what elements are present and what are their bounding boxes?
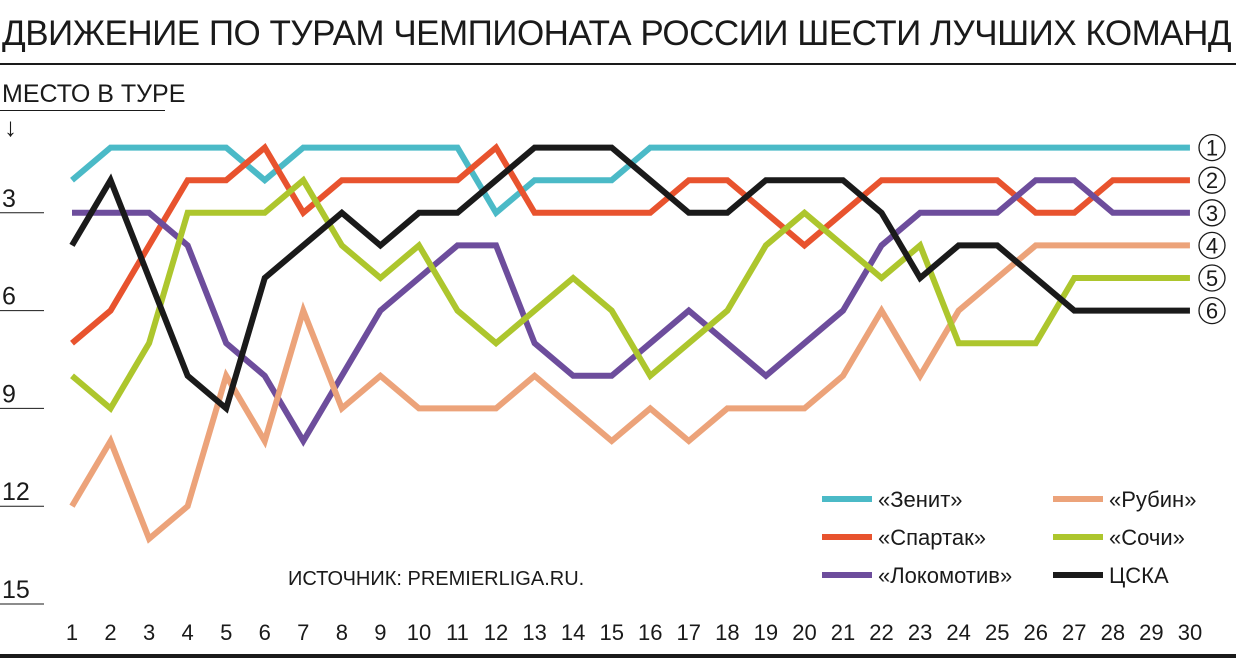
x-tick-label: 14: [561, 620, 585, 645]
x-tick-label: 18: [715, 620, 739, 645]
x-tick-label: 11: [446, 620, 469, 645]
x-tick-label: 1: [66, 620, 78, 645]
y-tick-label: 15: [2, 576, 30, 604]
x-tick-label: 15: [599, 620, 623, 645]
y-axis: 3 6 9 12 15: [0, 185, 44, 605]
y-tick-label: 12: [2, 478, 30, 506]
x-tick-label: 28: [1101, 620, 1125, 645]
x-tick-label: 30: [1178, 620, 1202, 645]
x-tick-label: 9: [374, 620, 386, 645]
down-arrow-icon: ↓: [4, 112, 17, 142]
legend-label: ЦСКА: [1109, 563, 1169, 588]
end-labels: 1 2 3 4 5 6: [1198, 133, 1226, 325]
x-tick-label: 23: [908, 620, 932, 645]
x-axis: 1 2 3 4 5 6 7 8 9 10 11 12 13 14 15 16 17 18 19 20 21 22 23 24 2…: [66, 620, 1202, 645]
end-label: 2: [1206, 168, 1218, 193]
series-lines: [69, 143, 1190, 544]
end-label-circle: [1198, 133, 1226, 162]
x-tick-label: 7: [297, 620, 309, 645]
legend-label: «Рубин»: [1109, 487, 1196, 512]
legend-label: «Зенит»: [878, 487, 963, 512]
x-tick-label: 24: [946, 620, 970, 645]
x-tick-label: 12: [484, 620, 508, 645]
x-tick-label: 16: [638, 620, 662, 645]
series-line-4: [70, 175, 1190, 413]
x-tick-label: 10: [407, 620, 431, 645]
series-line-1: [70, 143, 1190, 346]
x-tick-label: 2: [104, 620, 116, 645]
end-label: 5: [1206, 266, 1218, 291]
y-tick-label: 3: [2, 185, 16, 213]
x-tick-label: 22: [869, 620, 893, 645]
end-label: 6: [1206, 299, 1218, 324]
y-axis-title: МЕСТО В ТУРЕ: [2, 80, 186, 108]
x-tick-label: 8: [336, 620, 348, 645]
legend-label: «Локомотив»: [878, 563, 1012, 588]
chart-title: ДВИЖЕНИЕ ПО ТУРАМ ЧЕМПИОНАТА РОССИИ ШЕСТ…: [2, 14, 1232, 53]
end-label: 4: [1206, 233, 1218, 258]
series-line-3: [69, 242, 1190, 544]
top-rule: [0, 63, 1236, 65]
bottom-rule: [0, 654, 1236, 658]
y-axis-title-underline: [0, 110, 165, 111]
end-label-circle: [1198, 166, 1226, 194]
x-tick-label: 27: [1062, 620, 1086, 645]
y-tick-label: 6: [2, 283, 16, 311]
x-tick-label: 29: [1139, 620, 1163, 645]
y-tick-label: 9: [2, 380, 16, 408]
end-label-circle: [1198, 264, 1226, 292]
x-tick-label: 21: [831, 620, 855, 645]
x-tick-label: 13: [522, 620, 546, 645]
x-tick-label: 6: [259, 620, 271, 645]
end-label-circle: [1198, 199, 1226, 227]
x-tick-label: 26: [1024, 620, 1048, 645]
x-tick-label: 19: [754, 620, 778, 645]
end-label-circle: [1198, 296, 1226, 325]
source-note: ИСТОЧНИК: PREMIERLIGA.RU.: [288, 568, 584, 590]
x-tick-label: 25: [985, 620, 1009, 645]
end-label-circle: [1198, 231, 1226, 260]
legend-label: «Сочи»: [1109, 525, 1185, 550]
series-line-5: [69, 144, 1190, 414]
x-tick-label: 17: [677, 620, 701, 645]
x-tick-label: 5: [220, 620, 232, 645]
legend-label: «Спартак»: [878, 525, 986, 550]
legend: «Зенит» «Спартак» «Локомотив» «Рубин» «Сочи»…: [822, 487, 1196, 588]
series-line-2: [72, 177, 1190, 447]
x-tick-label: 4: [182, 620, 194, 645]
x-tick-label: 3: [143, 620, 155, 645]
end-label: 3: [1206, 201, 1218, 226]
end-label: 1: [1206, 136, 1218, 161]
x-tick-label: 20: [792, 620, 816, 645]
